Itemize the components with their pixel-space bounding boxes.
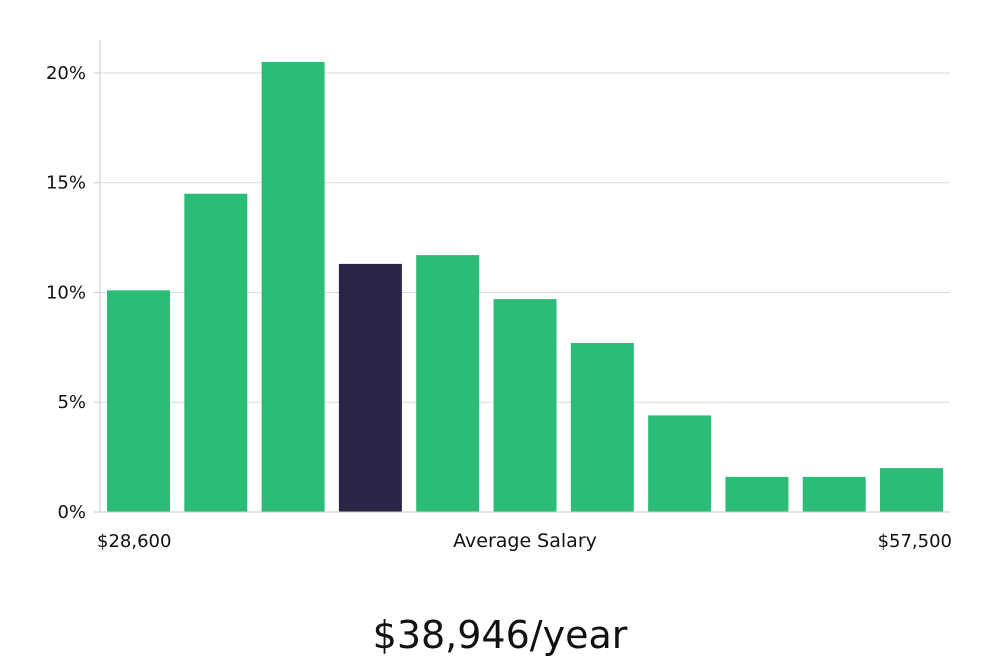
bar: [802, 476, 866, 512]
highlighted-bar: [338, 263, 402, 512]
y-tick-label: 5%: [57, 392, 86, 413]
y-tick-labels: 0% 5% 10% 15% 20%: [46, 63, 86, 523]
y-tick-label: 15%: [46, 173, 86, 194]
y-tick-label: 0%: [57, 502, 86, 523]
bar: [416, 255, 480, 512]
bar: [184, 193, 248, 512]
x-axis-title: Average Salary: [453, 530, 597, 552]
bar: [570, 343, 634, 512]
y-tick-label: 20%: [46, 63, 86, 84]
bar: [261, 62, 325, 512]
x-max-label: $57,500: [878, 531, 952, 552]
average-salary-value: $38,946/year: [373, 613, 628, 657]
bar: [107, 290, 170, 512]
y-tick-label: 10%: [46, 282, 86, 303]
bar: [648, 415, 712, 512]
bar: [880, 468, 943, 512]
x-min-label: $28,600: [97, 531, 171, 552]
axes: [94, 40, 950, 513]
bar: [493, 299, 557, 512]
bars: [107, 62, 943, 512]
bar: [725, 476, 789, 512]
